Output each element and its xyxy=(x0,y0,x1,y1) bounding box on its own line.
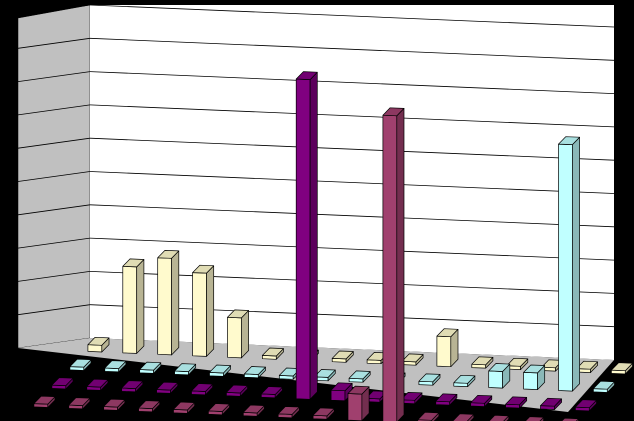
bar xyxy=(33,395,56,408)
bar xyxy=(242,404,265,417)
bar xyxy=(558,136,580,392)
bar xyxy=(262,347,284,360)
bar xyxy=(226,384,248,397)
side-gridline xyxy=(17,37,91,49)
bar xyxy=(173,401,195,414)
bar xyxy=(470,394,493,407)
bar xyxy=(523,364,546,390)
bar xyxy=(277,406,300,419)
gridline xyxy=(89,71,615,94)
bar xyxy=(506,357,529,370)
bar xyxy=(453,374,476,387)
bar xyxy=(103,398,126,411)
side-gridline xyxy=(17,171,91,182)
bar xyxy=(260,386,283,399)
bar xyxy=(561,417,579,421)
bar xyxy=(191,383,213,396)
side-gridline xyxy=(17,271,91,282)
bar xyxy=(575,399,597,412)
bar xyxy=(312,407,335,420)
bar xyxy=(122,258,145,354)
side-gridline xyxy=(17,304,91,316)
bar xyxy=(51,377,74,390)
bar xyxy=(452,413,475,421)
bar xyxy=(138,400,161,413)
bar xyxy=(174,363,197,376)
bar xyxy=(347,385,370,421)
gridline xyxy=(89,104,615,128)
side-gridline xyxy=(17,137,91,149)
bar xyxy=(104,360,127,373)
bar xyxy=(488,414,510,421)
gridline xyxy=(89,137,615,161)
bar xyxy=(69,358,92,371)
bar xyxy=(436,328,459,368)
bar xyxy=(208,403,230,416)
gridline xyxy=(89,204,615,228)
side-gridline xyxy=(17,104,91,116)
side-gridline xyxy=(17,237,91,249)
bar xyxy=(541,359,564,372)
bar xyxy=(382,107,405,421)
gridline xyxy=(89,171,615,194)
side-gridline xyxy=(17,4,91,16)
bar xyxy=(576,360,598,373)
bar xyxy=(435,393,458,406)
gridline xyxy=(89,37,615,61)
bar xyxy=(417,411,440,421)
bar xyxy=(611,362,633,375)
bar xyxy=(295,71,318,400)
bar xyxy=(156,381,179,394)
bar xyxy=(471,356,494,369)
bar xyxy=(192,264,215,357)
bar xyxy=(68,397,91,410)
bar xyxy=(540,397,562,410)
gridline xyxy=(89,237,615,261)
bar xyxy=(121,380,144,393)
bar xyxy=(157,250,180,356)
bar xyxy=(139,361,162,374)
bar xyxy=(209,364,231,377)
bar xyxy=(525,416,544,421)
bar xyxy=(505,396,528,409)
bar xyxy=(244,366,266,379)
side-gridline xyxy=(17,204,91,216)
side-gridline xyxy=(17,71,91,82)
bar xyxy=(348,370,371,383)
gridline xyxy=(89,4,615,28)
bar xyxy=(331,350,354,363)
bars xyxy=(33,71,633,421)
bar xyxy=(593,380,615,393)
bar xyxy=(227,309,249,359)
bar xyxy=(86,378,109,391)
bar xyxy=(418,373,441,386)
bar xyxy=(488,363,511,389)
bar xyxy=(87,336,110,353)
